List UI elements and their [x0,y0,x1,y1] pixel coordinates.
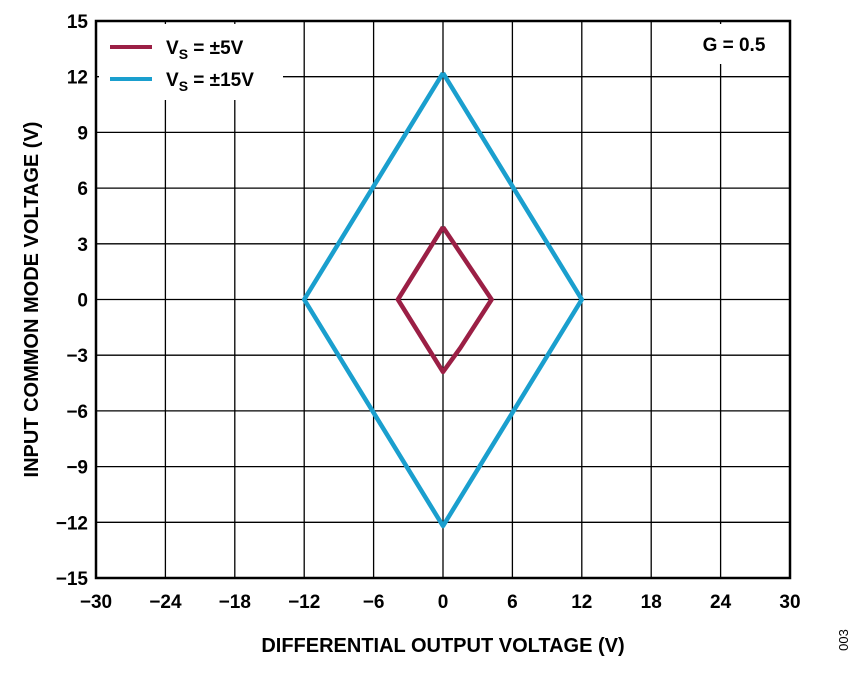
x-tick-label: 18 [641,592,662,613]
x-tick-label: −24 [149,592,182,613]
y-tick-label: −6 [66,402,88,423]
series-vs5-line [395,225,494,375]
y-tick-label: 0 [77,291,88,312]
legend-label-vs5: VS = ±5V [166,38,244,62]
legend: VS = ±5V VS = ±15V [99,24,283,100]
x-tick-label: 24 [710,592,732,613]
x-tick-label: −12 [288,592,320,613]
grid [95,20,791,579]
y-tick-label: −3 [66,346,88,367]
x-tick-label: 30 [779,592,800,613]
y-tick-label: −15 [56,569,89,590]
x-tick-label: −30 [80,592,112,613]
x-tick-label: 6 [507,592,518,613]
plot-frame [94,19,792,580]
series-vs15-line [301,71,585,529]
x-tick-labels: −30 −24 −18 −12 −6 0 6 12 18 24 30 [80,592,801,613]
gain-annotation: G = 0.5 [684,24,788,64]
x-tick-label: 12 [571,592,592,613]
y-tick-label: −12 [56,513,88,534]
x-tick-label: −18 [219,592,251,613]
annotation-label: G = 0.5 [703,35,766,56]
x-tick-label: 0 [438,592,449,613]
series-group [301,71,585,529]
x-axis-title: DIFFERENTIAL OUTPUT VOLTAGE (V) [261,635,624,657]
y-tick-label: 12 [67,68,88,89]
y-tick-labels: 15 12 9 6 3 0 −3 −6 −9 −12 −15 [56,12,89,590]
x-tick-label: −6 [363,592,385,613]
y-tick-label: 3 [77,235,88,256]
figure-id: 003 [836,629,851,651]
y-tick-label: 6 [77,179,88,200]
legend-label-vs15: VS = ±15V [166,70,254,94]
legend-background [99,24,283,100]
annotation-background [684,24,788,64]
y-tick-label: 15 [67,12,89,33]
y-tick-label: 9 [77,123,88,144]
y-tick-label: −9 [66,458,88,479]
y-axis-title: INPUT COMMON MODE VOLTAGE (V) [21,122,43,478]
